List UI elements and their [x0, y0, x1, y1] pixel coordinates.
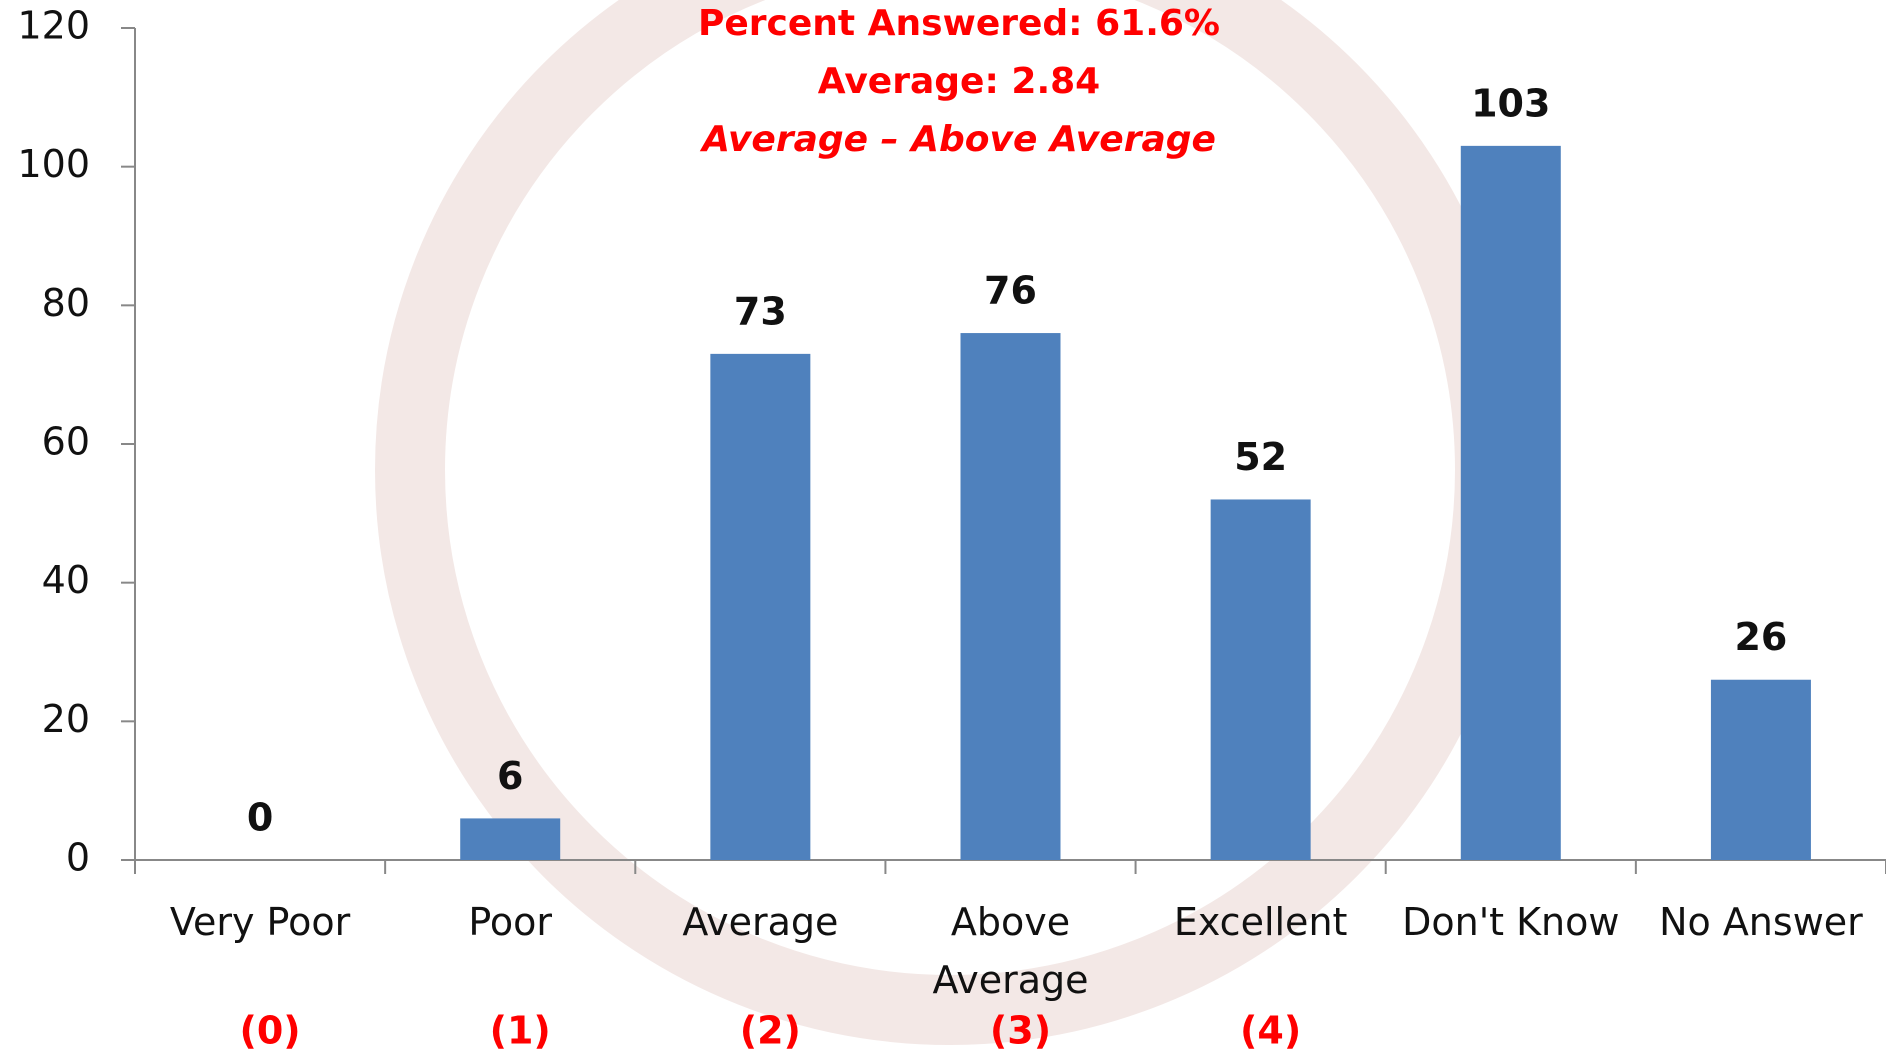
bar — [1711, 680, 1811, 860]
x-tick-label: Average — [640, 893, 880, 951]
scale-label: (2) — [740, 1009, 801, 1053]
bar — [1211, 499, 1311, 860]
scale-label: (4) — [1240, 1009, 1301, 1053]
value-label: 76 — [984, 269, 1037, 313]
y-tick-label: 0 — [66, 836, 90, 880]
value-label: 103 — [1471, 81, 1550, 125]
y-tick-label: 60 — [42, 420, 90, 464]
value-label: 6 — [497, 754, 523, 798]
bar — [1461, 146, 1561, 860]
x-tick-label: Above Average — [891, 893, 1131, 1009]
y-tick-label: 20 — [42, 697, 90, 741]
scale-label: (0) — [239, 1009, 300, 1053]
bar — [961, 333, 1061, 860]
x-tick-label: Don't Know — [1391, 893, 1631, 951]
scale-label: (3) — [990, 1009, 1051, 1053]
x-tick-label: Very Poor — [140, 893, 380, 951]
value-label: 0 — [247, 796, 273, 840]
scale-label: (1) — [490, 1009, 551, 1053]
x-tick-label: Poor — [390, 893, 630, 951]
value-label: 52 — [1234, 435, 1287, 479]
annotation: Percent Answered: 61.6% — [698, 3, 1220, 44]
y-tick-label: 120 — [17, 4, 90, 48]
x-tick-label: Excellent — [1141, 893, 1381, 951]
x-tick-label: No Answer — [1641, 893, 1881, 951]
value-label: 73 — [734, 289, 787, 333]
bar — [710, 354, 810, 860]
y-tick-label: 40 — [42, 558, 90, 602]
annotation: Average – Above Average — [699, 119, 1216, 160]
annotation: Average: 2.84 — [818, 61, 1100, 102]
value-label: 26 — [1734, 615, 1787, 659]
y-tick-label: 100 — [17, 142, 90, 186]
page: Percent Answered: 61.6% Average: 2.84 Av… — [0, 0, 1886, 1057]
y-tick-label: 80 — [42, 281, 90, 325]
bar — [460, 818, 560, 860]
